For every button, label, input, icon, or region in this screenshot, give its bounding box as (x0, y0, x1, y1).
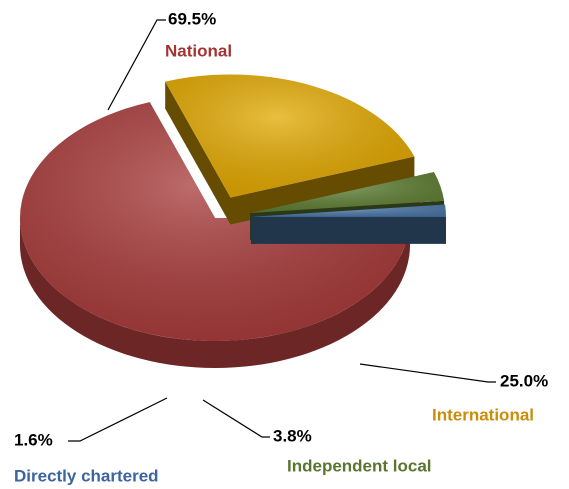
slice-shine (250, 172, 445, 214)
category-label: Directly chartered (14, 466, 159, 485)
leader-line (359, 363, 496, 383)
category-label: National (165, 41, 232, 60)
slice-wall (250, 216, 446, 244)
slice-shine (20, 102, 411, 341)
leader-line (202, 399, 270, 438)
leader-line (68, 397, 168, 442)
category-label: International (432, 405, 534, 424)
slice-side (20, 218, 410, 368)
leader-line (107, 19, 166, 111)
value-label: 69.5% (168, 9, 216, 28)
value-label: 3.8% (273, 426, 312, 445)
slice-shine (165, 74, 415, 198)
category-label: Independent local (287, 456, 432, 475)
slice-shine (250, 204, 446, 217)
slice-wall (165, 81, 231, 225)
value-label: 1.6% (14, 430, 53, 449)
value-label: 25.0% (500, 371, 548, 390)
